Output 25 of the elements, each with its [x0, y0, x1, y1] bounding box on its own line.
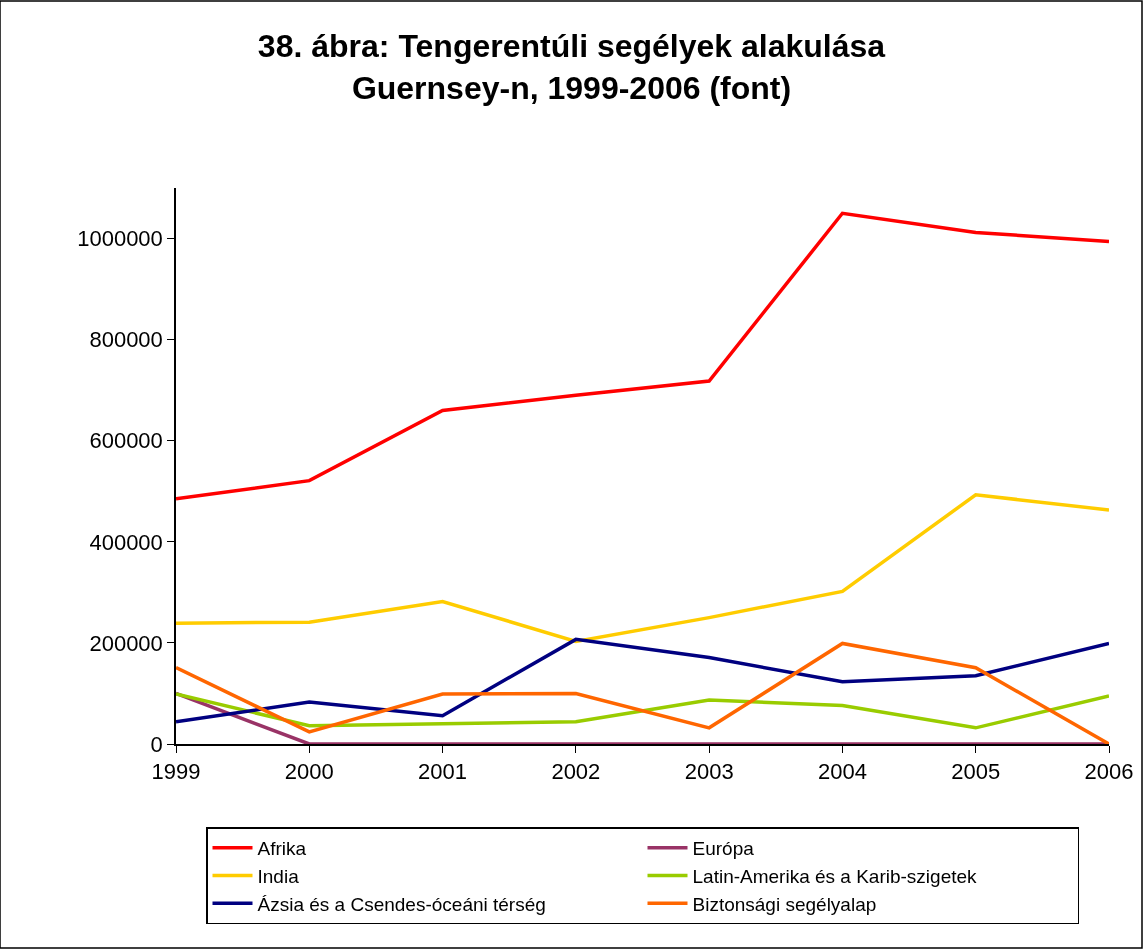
line-series	[176, 211, 1109, 501]
x-tick-label: 2002	[551, 759, 601, 785]
y-tick-label: 200000	[89, 630, 163, 656]
y-tick-label: 0	[150, 731, 163, 757]
x-tick-label: 2006	[1084, 759, 1134, 785]
legend-label: Latin-Amerika és a Karib-szigetek	[692, 865, 978, 887]
line-series	[176, 692, 1109, 730]
legend-label: Európa	[692, 838, 755, 860]
legend-label: India	[257, 865, 300, 887]
line-series	[176, 637, 1109, 724]
line-series	[176, 493, 1109, 644]
y-tick-label: 1000000	[77, 226, 163, 252]
legend-label: Biztonsági segélyalap	[692, 893, 877, 915]
x-tick-label: 2003	[684, 759, 734, 785]
x-tick-label: 2000	[284, 759, 334, 785]
x-tick-label: 2005	[951, 759, 1001, 785]
y-tick-label: 600000	[89, 428, 163, 454]
chart-title: 38. ábra: Tengerentúli segélyek alakulása Guernsey-n, 1999-2006 (font)	[257, 27, 886, 106]
x-tick-label: 2001	[418, 759, 468, 785]
y-tick-label: 400000	[89, 529, 163, 555]
y-tick-label: 800000	[89, 327, 163, 353]
legend-label: Ázsia és a Csendes-óceáni térség	[257, 893, 546, 915]
x-tick-label: 1999	[151, 759, 201, 785]
legend-label: Afrika	[257, 838, 307, 860]
x-tick-label: 2004	[817, 759, 867, 785]
